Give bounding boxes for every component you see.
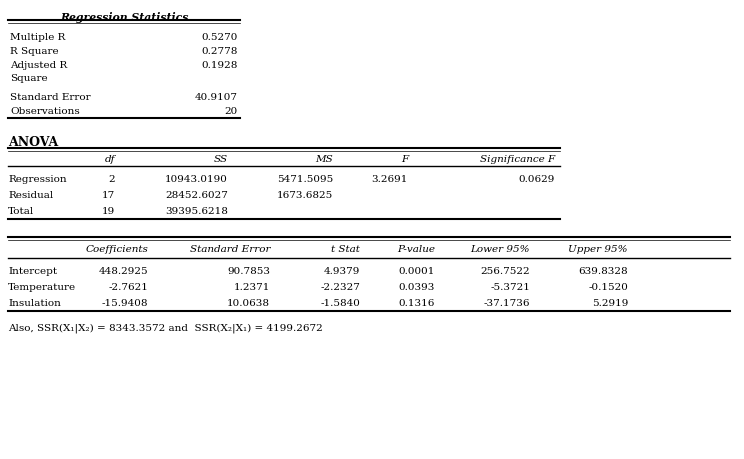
Text: -5.3721: -5.3721 (490, 283, 530, 292)
Text: 0.2778: 0.2778 (202, 47, 238, 56)
Text: 5471.5095: 5471.5095 (277, 175, 333, 184)
Text: -2.2327: -2.2327 (320, 283, 360, 292)
Text: Upper 95%: Upper 95% (568, 245, 628, 254)
Text: 256.7522: 256.7522 (481, 267, 530, 276)
Text: -1.5840: -1.5840 (320, 299, 360, 308)
Text: 10943.0190: 10943.0190 (165, 175, 228, 184)
Text: Total: Total (8, 207, 34, 216)
Text: Multiple R: Multiple R (10, 33, 65, 42)
Text: 19: 19 (102, 207, 115, 216)
Text: Standard Error: Standard Error (190, 245, 270, 254)
Text: 3.2691: 3.2691 (371, 175, 408, 184)
Text: F: F (401, 155, 408, 164)
Text: Adjusted R: Adjusted R (10, 61, 67, 70)
Text: Intercept: Intercept (8, 267, 57, 276)
Text: Significance F: Significance F (480, 155, 555, 164)
Text: Square: Square (10, 74, 48, 83)
Text: 1673.6825: 1673.6825 (277, 191, 333, 200)
Text: Coefficients: Coefficients (85, 245, 148, 254)
Text: -2.7621: -2.7621 (108, 283, 148, 292)
Text: 1.2371: 1.2371 (234, 283, 270, 292)
Text: Also, SSR(X₁|X₂) = 8343.3572 and  SSR(X₂|X₁) = 4199.2672: Also, SSR(X₁|X₂) = 8343.3572 and SSR(X₂|… (8, 323, 323, 333)
Text: 0.5270: 0.5270 (202, 33, 238, 42)
Text: Standard Error: Standard Error (10, 93, 91, 102)
Text: R Square: R Square (10, 47, 59, 56)
Text: Lower 95%: Lower 95% (470, 245, 530, 254)
Text: 639.8328: 639.8328 (578, 267, 628, 276)
Text: Regression Statistics: Regression Statistics (60, 12, 188, 23)
Text: 90.7853: 90.7853 (227, 267, 270, 276)
Text: df: df (104, 155, 115, 164)
Text: Regression: Regression (8, 175, 67, 184)
Text: 448.2925: 448.2925 (98, 267, 148, 276)
Text: -15.9408: -15.9408 (101, 299, 148, 308)
Text: 0.0001: 0.0001 (399, 267, 435, 276)
Text: -0.1520: -0.1520 (588, 283, 628, 292)
Text: 39395.6218: 39395.6218 (165, 207, 228, 216)
Text: 2: 2 (109, 175, 115, 184)
Text: 17: 17 (102, 191, 115, 200)
Text: Insulation: Insulation (8, 299, 61, 308)
Text: 20: 20 (225, 107, 238, 116)
Text: 0.0629: 0.0629 (519, 175, 555, 184)
Text: 4.9379: 4.9379 (324, 267, 360, 276)
Text: -37.1736: -37.1736 (484, 299, 530, 308)
Text: 40.9107: 40.9107 (195, 93, 238, 102)
Text: 0.0393: 0.0393 (399, 283, 435, 292)
Text: MS: MS (315, 155, 333, 164)
Text: ANOVA: ANOVA (8, 136, 58, 149)
Text: Temperature: Temperature (8, 283, 76, 292)
Text: Observations: Observations (10, 107, 80, 116)
Text: 0.1316: 0.1316 (399, 299, 435, 308)
Text: 10.0638: 10.0638 (227, 299, 270, 308)
Text: SS: SS (214, 155, 228, 164)
Text: t Stat: t Stat (331, 245, 360, 254)
Text: 28452.6027: 28452.6027 (165, 191, 228, 200)
Text: P-value: P-value (397, 245, 435, 254)
Text: 0.1928: 0.1928 (202, 61, 238, 70)
Text: 5.2919: 5.2919 (591, 299, 628, 308)
Text: Residual: Residual (8, 191, 54, 200)
